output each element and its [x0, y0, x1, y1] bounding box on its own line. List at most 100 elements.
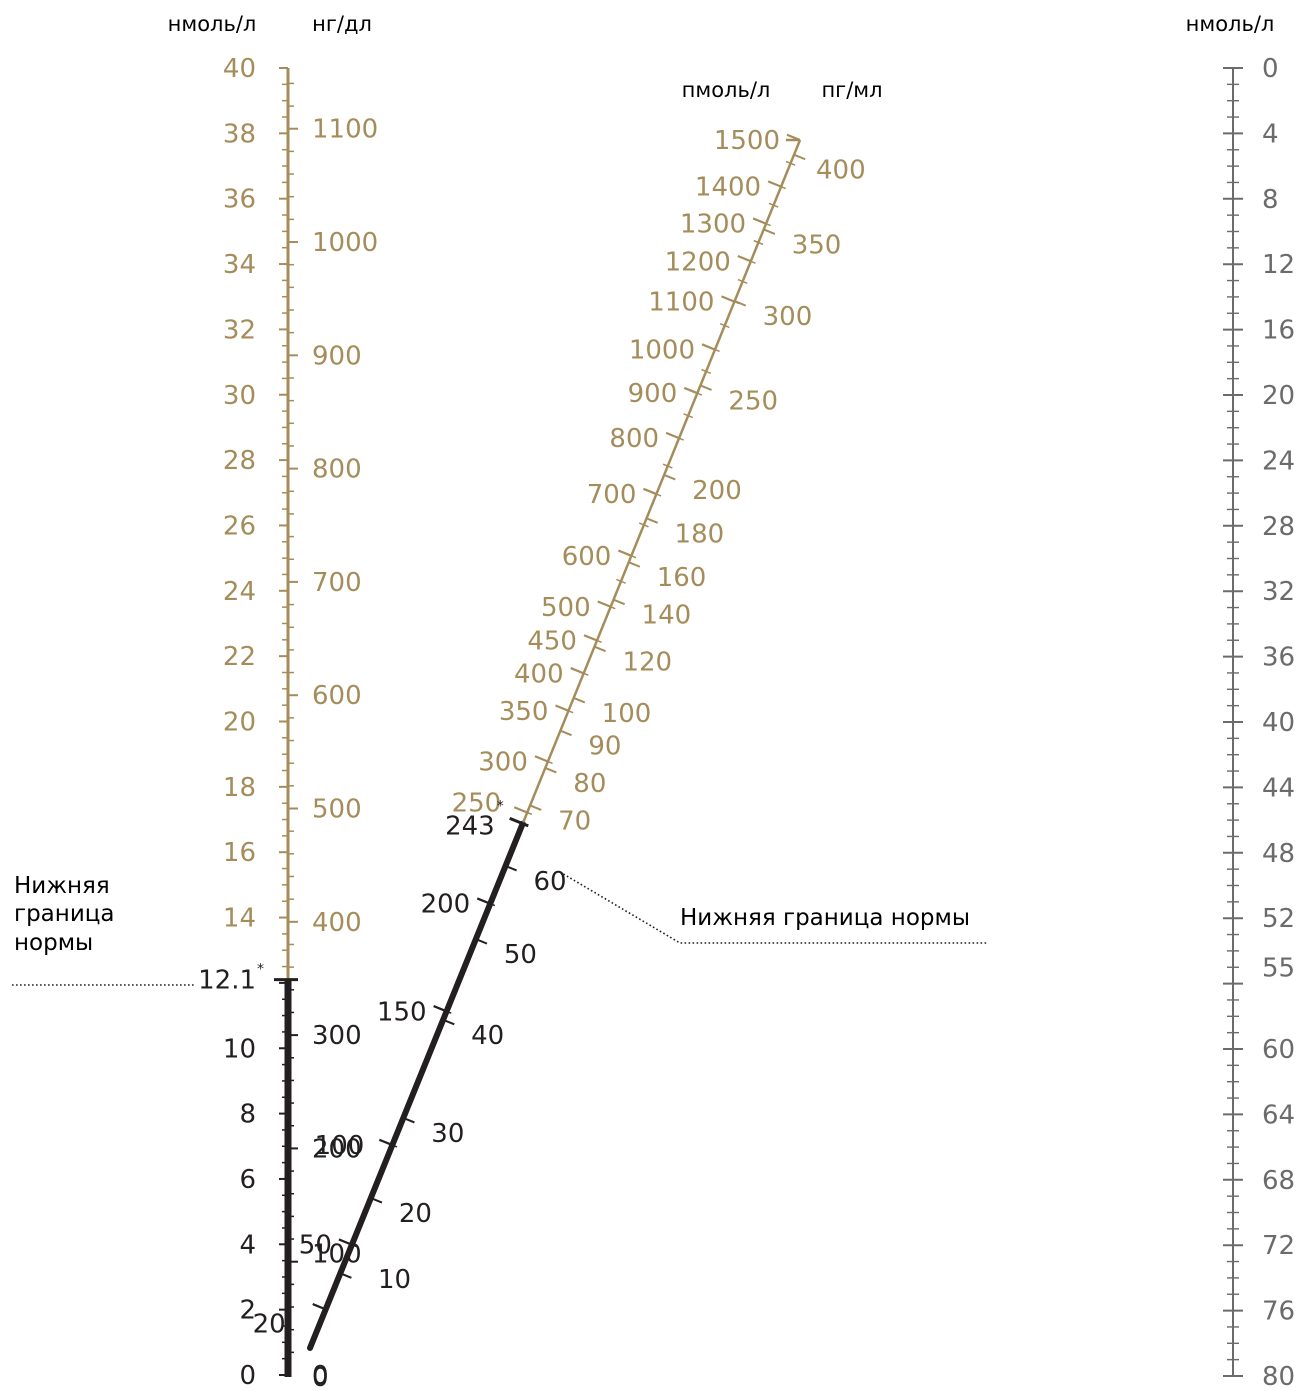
diag-pgml-label: 300 [763, 302, 813, 332]
diag-pgml-tick [505, 865, 518, 872]
right-label: 28 [1262, 512, 1295, 542]
right-label: 40 [1262, 708, 1295, 738]
left-nmol-label: 28 [223, 446, 256, 476]
left-nmol-label: 6 [239, 1165, 256, 1195]
diag-pgml-label: 80 [573, 769, 606, 799]
diag-pmol-tick [683, 386, 698, 395]
diag-pmol-tick [767, 180, 782, 188]
diag-pgml-label: 30 [431, 1119, 464, 1149]
left-nmol-label: 0 [239, 1361, 256, 1391]
diag-pmol-label: 450 [527, 626, 577, 656]
diag-pmol-label: 1400 [695, 173, 761, 203]
diag-pmol-tick [312, 1303, 327, 1311]
diag-pgml-label: 120 [622, 648, 672, 678]
diag-pmol-tick [786, 133, 801, 142]
diag-pgml-label: 0 [312, 1363, 329, 1391]
diag-pgml-label: 90 [588, 732, 621, 762]
diag-pmol-label: 1000 [629, 336, 695, 366]
left-nmol-label: 24 [223, 577, 256, 607]
left-ngdl-label: 200 [312, 1134, 362, 1164]
diag-pmol-tick [665, 431, 680, 440]
diag-pgml-tick [734, 300, 747, 307]
right-label: 64 [1262, 1100, 1295, 1130]
diag-pmol-label: 600 [562, 542, 612, 572]
diag-pgml-tick [646, 517, 659, 524]
diag-pmol-tick [378, 1138, 393, 1147]
diag-pgml-tick [663, 474, 676, 481]
diag-pgml-label: 250 [728, 386, 778, 416]
diag-pgml-tick [339, 1272, 352, 1279]
right-label: 16 [1262, 316, 1295, 346]
diag-pmol-label: 1500 [714, 126, 780, 156]
left-nmol-label: 36 [223, 185, 256, 215]
left-nmol-label: 38 [223, 119, 256, 149]
diag-minor-tick [638, 522, 649, 528]
left-nmol-label: 26 [223, 511, 256, 541]
diag-threshold-asterisk: * [497, 799, 504, 815]
diag-pmol-tick [338, 1238, 353, 1246]
diag-pgml-tick [370, 1197, 383, 1204]
right-label: 36 [1262, 643, 1295, 673]
diag-pmol-tick [597, 600, 612, 608]
diag-pmol-tick [642, 487, 657, 496]
diag-pmol-label: 200 [421, 890, 471, 920]
diag-pgml-tick [573, 697, 586, 704]
diag-pmol-label: 800 [609, 424, 659, 454]
diag-minor-tick [753, 239, 764, 246]
diag-minor-tick [719, 323, 730, 329]
diagonal-double-scale: 2050100150200243250300350400450500600700… [253, 126, 866, 1391]
left-nmol-label: 30 [223, 381, 256, 411]
diag-pgml-label: 100 [602, 699, 652, 729]
diag-pmol-tick [617, 549, 632, 557]
diag-axis-lower [307, 820, 526, 1351]
diag-pgml-label: 70 [558, 806, 591, 836]
left-nmol-label: 40 [223, 54, 256, 84]
left-nmol-label: 2 [239, 1296, 256, 1326]
right-label: 52 [1262, 904, 1295, 934]
left-ngdl-label: 500 [312, 795, 362, 825]
diag-pmol-label: 1200 [665, 247, 731, 277]
left-nmol-label: 32 [223, 315, 256, 345]
right-label: 24 [1262, 446, 1295, 476]
diag-pmol-tick [583, 634, 598, 642]
diag-pgml-label: 400 [816, 156, 866, 186]
diag-pgml-label: 20 [399, 1199, 432, 1229]
left-ngdl-label: 1000 [312, 228, 378, 258]
diag-pmol-label: 100 [315, 1131, 365, 1161]
left-double-scale: 024681012.11416182022242628303234363840*… [198, 54, 378, 1391]
right-label: 80 [1262, 1362, 1295, 1391]
diag-pmol-label: 300 [478, 748, 528, 778]
diag-pmol-label: 250 [452, 788, 502, 818]
left-nmol-label: 4 [239, 1230, 256, 1260]
diag-pgml-label: 40 [471, 1021, 504, 1051]
diag-pmol-label: 243 [445, 812, 495, 842]
diag-pgml-tick [544, 767, 557, 774]
diag-pgml-label: 350 [792, 230, 842, 260]
right-label: 44 [1262, 773, 1295, 803]
diag-pmol-tick [701, 343, 716, 351]
diag-pgml-tick [442, 1018, 455, 1026]
right-nmol-units: нмоль/л [1186, 12, 1275, 36]
diag-axis-upper [521, 139, 802, 825]
diag-pgml-tick [402, 1117, 415, 1124]
diag-minor-tick [683, 413, 694, 419]
left-ngdl-label: 300 [312, 1021, 362, 1051]
diag-pgml-tick [475, 938, 488, 945]
diag-pmol-label: 150 [377, 997, 427, 1027]
diag-pmol-label: 1300 [680, 210, 746, 240]
diag-pgml-label: 180 [675, 519, 725, 549]
diag-pmol-tick [737, 255, 752, 263]
diag-pmol-label: 500 [541, 593, 591, 623]
diag-pmol-tick [433, 1005, 447, 1013]
right-label: 20 [1262, 381, 1295, 411]
diag-pgml-label: 160 [657, 563, 707, 593]
left-ngdl-label: 600 [312, 681, 362, 711]
diag-pmol-label: 50 [299, 1231, 332, 1261]
diag-minor-tick [701, 368, 712, 374]
left-ngdl-label: 1100 [312, 115, 378, 145]
left-threshold-asterisk: * [257, 962, 264, 978]
diag-pgml-label: 50 [504, 940, 537, 970]
right-label: 8 [1262, 185, 1279, 215]
right-label: 12 [1262, 250, 1295, 280]
